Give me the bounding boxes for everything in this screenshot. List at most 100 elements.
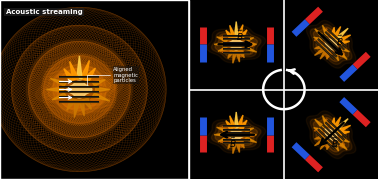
Polygon shape (314, 29, 345, 58)
Polygon shape (211, 29, 261, 60)
Polygon shape (247, 43, 257, 46)
Polygon shape (335, 28, 348, 40)
Polygon shape (220, 32, 256, 57)
Polygon shape (228, 50, 234, 58)
Polygon shape (314, 128, 322, 132)
Polygon shape (234, 22, 238, 37)
Polygon shape (314, 37, 322, 42)
Polygon shape (226, 121, 234, 130)
Polygon shape (337, 35, 351, 43)
Text: $\vec{B}$: $\vec{B}$ (331, 136, 338, 150)
Polygon shape (84, 68, 95, 82)
Circle shape (53, 64, 106, 115)
Polygon shape (96, 87, 110, 92)
Polygon shape (80, 60, 90, 80)
Polygon shape (228, 140, 234, 149)
Polygon shape (67, 98, 76, 110)
Polygon shape (77, 56, 82, 79)
Polygon shape (320, 140, 328, 149)
Polygon shape (330, 27, 335, 37)
Polygon shape (56, 71, 108, 108)
Polygon shape (313, 118, 349, 152)
Polygon shape (338, 50, 347, 59)
Polygon shape (233, 51, 237, 63)
Polygon shape (215, 31, 257, 57)
Polygon shape (245, 128, 254, 132)
Polygon shape (314, 137, 326, 146)
Polygon shape (218, 47, 228, 51)
Polygon shape (338, 131, 350, 136)
Polygon shape (230, 25, 236, 38)
Polygon shape (322, 25, 329, 36)
Polygon shape (327, 51, 331, 59)
Polygon shape (245, 47, 257, 52)
Polygon shape (220, 122, 256, 147)
Polygon shape (234, 112, 238, 127)
Polygon shape (238, 50, 244, 58)
Polygon shape (310, 115, 352, 155)
Circle shape (42, 54, 117, 125)
Polygon shape (338, 141, 347, 150)
Polygon shape (236, 51, 239, 62)
Polygon shape (245, 137, 257, 142)
Polygon shape (52, 93, 67, 100)
Polygon shape (338, 41, 350, 45)
Polygon shape (340, 137, 350, 142)
Polygon shape (79, 100, 84, 116)
Polygon shape (333, 117, 341, 129)
Polygon shape (92, 93, 110, 101)
Polygon shape (315, 119, 325, 129)
Polygon shape (214, 43, 225, 46)
Polygon shape (327, 141, 331, 150)
Polygon shape (82, 98, 91, 109)
Polygon shape (215, 122, 257, 148)
Text: Acoustic streaming: Acoustic streaming (6, 9, 82, 15)
Polygon shape (314, 135, 324, 139)
Polygon shape (340, 47, 350, 52)
Polygon shape (315, 29, 325, 38)
Polygon shape (226, 30, 234, 39)
Polygon shape (36, 62, 123, 117)
Text: Aligned
magnetic
particles: Aligned magnetic particles (87, 67, 138, 85)
Polygon shape (228, 39, 245, 50)
Polygon shape (306, 111, 356, 159)
Polygon shape (207, 26, 266, 63)
Polygon shape (310, 24, 352, 64)
Polygon shape (48, 70, 111, 109)
Polygon shape (230, 116, 236, 128)
Polygon shape (218, 137, 228, 142)
Polygon shape (245, 38, 254, 42)
Polygon shape (333, 26, 341, 39)
Polygon shape (74, 100, 80, 118)
Polygon shape (214, 133, 225, 136)
Polygon shape (92, 80, 105, 86)
Polygon shape (330, 118, 335, 128)
Polygon shape (320, 49, 328, 59)
Polygon shape (314, 44, 324, 49)
Polygon shape (306, 20, 356, 68)
Text: $\vec{B}$: $\vec{B}$ (229, 136, 236, 150)
Polygon shape (238, 140, 244, 148)
Polygon shape (314, 47, 326, 55)
Polygon shape (333, 143, 339, 151)
Polygon shape (325, 129, 338, 141)
Polygon shape (335, 119, 348, 131)
Polygon shape (217, 127, 228, 132)
Polygon shape (67, 81, 92, 98)
Polygon shape (325, 38, 338, 50)
Text: $\vec{B}$: $\vec{B}$ (236, 29, 244, 43)
Polygon shape (239, 120, 247, 130)
Polygon shape (70, 61, 79, 80)
Polygon shape (237, 25, 243, 38)
Polygon shape (313, 27, 349, 62)
Polygon shape (217, 37, 228, 42)
Polygon shape (237, 115, 243, 128)
Circle shape (26, 39, 132, 140)
Polygon shape (247, 133, 257, 136)
Polygon shape (236, 142, 239, 153)
Polygon shape (46, 87, 63, 92)
Polygon shape (42, 67, 116, 112)
Polygon shape (337, 125, 351, 133)
Polygon shape (50, 78, 67, 86)
Polygon shape (333, 53, 339, 61)
